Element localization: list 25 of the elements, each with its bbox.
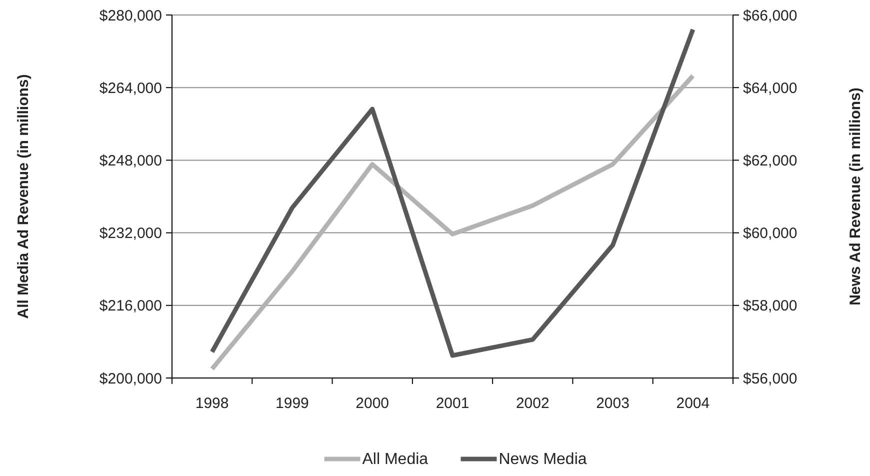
y2-axis-title: News Ad Revenue (in millions) [847, 88, 864, 306]
x-tick-label: 2004 [676, 395, 710, 412]
x-tick-label: 2001 [436, 395, 470, 412]
legend-label: News Media [498, 451, 587, 468]
x-tick-label: 2000 [356, 395, 390, 412]
y2-tick-label: $60,000 [743, 225, 798, 242]
y-tick-label: $216,000 [99, 298, 162, 315]
y-tick-label: $232,000 [99, 225, 162, 242]
y-tick-label: $264,000 [99, 80, 162, 97]
y2-tick-label: $66,000 [743, 7, 798, 24]
y-axis-title: All Media Ad Revenue (in millions) [15, 74, 32, 319]
legend-label: All Media [362, 451, 428, 468]
x-tick-label: 1998 [195, 395, 229, 412]
y2-tick-label: $56,000 [743, 370, 798, 388]
y2-tick-label: $62,000 [743, 152, 798, 170]
y-tick-label: $248,000 [99, 152, 162, 170]
y-tick-label: $280,000 [99, 7, 162, 24]
x-tick-label: 1999 [276, 395, 309, 412]
y2-tick-label: $58,000 [743, 298, 798, 315]
line-series [210, 27, 696, 358]
y2-tick-label: $64,000 [743, 80, 798, 97]
x-tick-label: 2003 [596, 395, 630, 412]
line-series [210, 74, 696, 372]
x-tick-label: 2002 [516, 395, 550, 412]
y-tick-label: $200,000 [99, 370, 162, 388]
